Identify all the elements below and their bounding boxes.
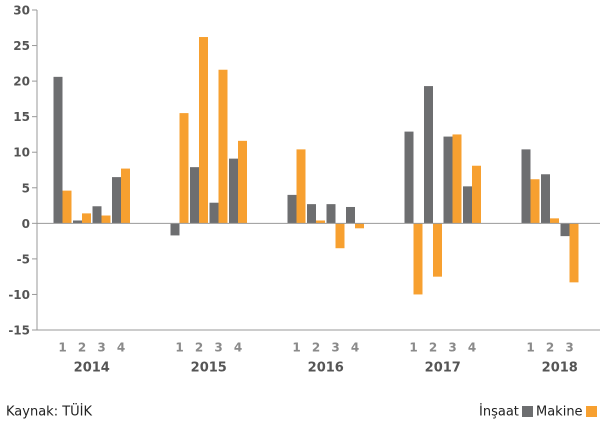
y-tick-label: 25 [13,39,30,53]
bar [443,136,453,224]
bar [560,223,570,237]
bar [296,149,306,224]
legend-label: İnşaat [479,404,519,420]
bar [121,168,130,224]
bar [326,204,336,224]
bar [404,131,414,224]
bar [92,206,102,224]
quarter-label: 3 [448,341,456,355]
bar [190,167,199,224]
y-tick-label: -5 [17,252,30,266]
bar [335,223,345,249]
bar [346,206,355,224]
bar [73,220,82,224]
bar [530,179,540,224]
bar [569,223,579,283]
quarter-label: 2 [195,341,203,355]
bar [199,37,208,224]
y-tick-label: 5 [22,181,30,195]
quarter-label: 1 [409,341,417,355]
quarter-label: 1 [292,341,300,355]
quarter-label: 3 [331,341,339,355]
quarter-label: 3 [565,341,573,355]
bar [287,194,297,224]
bar [101,215,111,224]
year-label: 2018 [542,361,578,376]
quarter-label: 3 [97,341,105,355]
bar [355,223,364,229]
y-tick-label: -15 [8,324,30,338]
y-tick-label: 0 [22,217,30,231]
quarter-label: 4 [351,341,359,355]
quarter-label: 2 [546,341,554,355]
bar [452,134,462,224]
bar [424,86,433,224]
year-label: 2014 [74,361,110,376]
bar [413,223,423,295]
bar [521,149,531,224]
year-label: 2016 [308,361,344,376]
bar [238,140,247,224]
quarter-label: 2 [312,341,320,355]
quarter-label: 4 [468,341,476,355]
quarter-label: 1 [526,341,534,355]
quarter-label: 4 [234,341,242,355]
y-tick-label: 15 [13,110,30,124]
bar [307,204,316,224]
bar [218,69,228,224]
quarter-label: 2 [78,341,86,355]
y-tick-label: -10 [8,288,30,302]
y-tick-label: 20 [13,75,30,89]
source: Kaynak: TÜİK [6,403,92,420]
bar [433,223,442,277]
quarter-label: 1 [58,341,66,355]
y-tick-label: 10 [13,146,30,160]
quarter-label: 4 [117,341,125,355]
bar [541,174,550,224]
bar [53,76,63,224]
year-label: 2015 [191,361,227,376]
quarter-label: 3 [214,341,222,355]
bar [170,223,180,236]
bar [112,177,121,224]
year-label: 2017 [425,361,461,376]
legend-swatch [522,406,533,417]
legend-label: Makine [536,405,583,420]
bar [209,202,219,224]
legend-swatch [586,406,597,417]
quarter-label: 2 [429,341,437,355]
bar [229,158,238,224]
bar [550,218,559,224]
bar [82,213,91,224]
bar [472,165,481,224]
bar [463,186,472,224]
bar [62,190,72,224]
bar [179,113,189,224]
y-tick-label: 30 [13,4,30,18]
quarter-label: 1 [175,341,183,355]
bar [316,220,325,224]
